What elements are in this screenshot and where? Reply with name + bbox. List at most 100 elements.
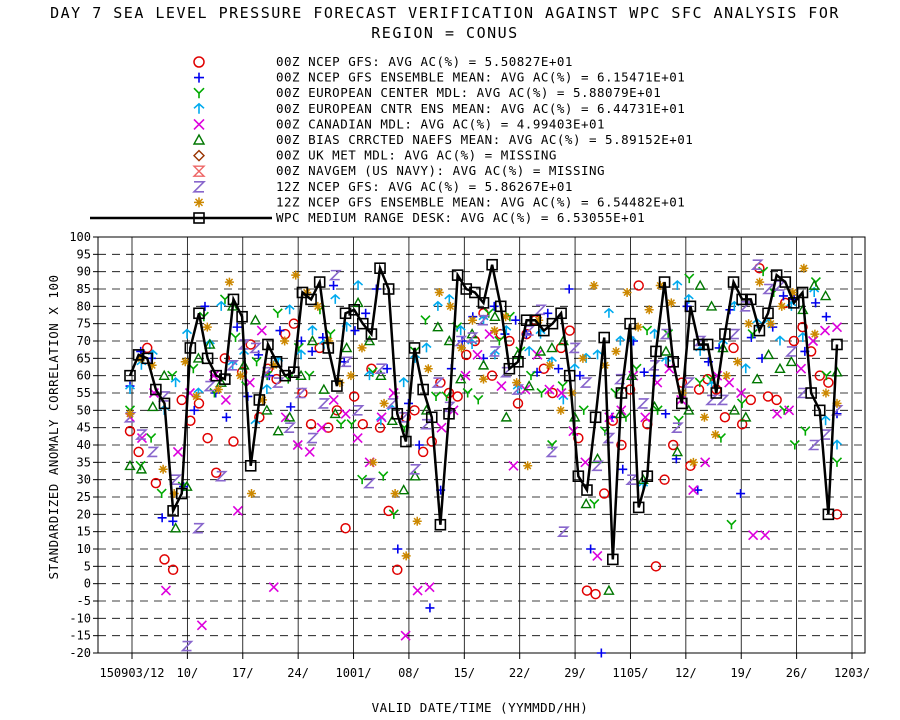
- data-point: [409, 470, 421, 481]
- legend-label: 00Z UK MET MDL: AVG AC(%) = MISSING: [276, 148, 557, 163]
- data-point: [125, 409, 135, 419]
- data-point: [374, 262, 386, 275]
- data-point: [351, 405, 365, 416]
- data-point: [813, 404, 826, 417]
- data-point: [141, 352, 154, 365]
- data-point: [755, 277, 765, 287]
- data-point: [170, 377, 181, 388]
- data-point: [683, 404, 695, 415]
- data-point: [477, 359, 490, 370]
- data-point: [564, 284, 574, 294]
- y-tick-label: 80: [77, 299, 91, 313]
- data-point: [390, 489, 400, 499]
- data-point: [423, 364, 433, 374]
- data-point: [727, 328, 741, 340]
- data-point: [796, 387, 810, 399]
- data-point: [323, 422, 334, 433]
- y-tick-label: 75: [77, 317, 91, 331]
- data-point: [462, 387, 473, 398]
- data-point: [613, 373, 627, 385]
- data-point: [169, 522, 182, 533]
- data-point: [375, 369, 387, 380]
- data-point: [754, 262, 765, 274]
- x-tick-label: 26/: [786, 666, 808, 680]
- data-point: [563, 369, 576, 382]
- data-point: [701, 338, 714, 351]
- data-point: [774, 335, 786, 346]
- data-point: [529, 314, 542, 327]
- data-point: [578, 405, 589, 415]
- data-point: [639, 367, 649, 377]
- data-point: [618, 464, 628, 474]
- data-point: [494, 335, 505, 346]
- data-point: [357, 343, 367, 353]
- data-point: [253, 394, 266, 406]
- data-point: [210, 467, 222, 478]
- data-point: [201, 352, 214, 365]
- y-tick-label: 60: [77, 369, 91, 383]
- data-point: [598, 488, 610, 499]
- data-point: [523, 461, 533, 471]
- data-point: [443, 335, 455, 346]
- data-point: [378, 471, 389, 481]
- data-point: [136, 433, 148, 444]
- data-point: [305, 418, 317, 430]
- data-point: [141, 342, 153, 354]
- data-point: [796, 286, 809, 299]
- data-point: [393, 544, 403, 554]
- y-tick-label: 25: [77, 490, 91, 504]
- data-point: [659, 474, 670, 485]
- data-point: [134, 429, 148, 440]
- data-point: [158, 397, 171, 410]
- data-point: [797, 321, 808, 333]
- legend-label: 00Z EUROPEAN CENTER MDL: AVG AC(%) = 5.8…: [276, 85, 661, 100]
- data-point: [329, 407, 341, 419]
- data-point: [262, 338, 274, 351]
- data-point: [512, 378, 522, 388]
- data-point: [382, 283, 395, 295]
- legend-label: 00Z NCEP GFS ENSEMBLE MEAN: AVG AC(%) = …: [276, 70, 685, 85]
- y-tick-label: 50: [77, 403, 91, 417]
- data-point: [736, 293, 748, 306]
- legend-marker: [194, 72, 204, 83]
- legend-marker: [193, 149, 205, 162]
- data-point: [456, 343, 466, 353]
- data-point: [230, 332, 241, 343]
- data-point: [750, 259, 764, 271]
- legend-label: 00Z CANADIAN MDL: AVG AC(%) = 4.99403E+0…: [276, 116, 605, 131]
- data-point: [823, 377, 834, 388]
- data-point: [294, 387, 308, 399]
- data-point: [522, 325, 536, 336]
- data-point: [736, 387, 747, 399]
- x-tick-label: 17/: [232, 666, 254, 680]
- data-point: [269, 360, 279, 370]
- y-tick-label: 55: [77, 386, 91, 400]
- data-point: [719, 412, 731, 423]
- data-point: [318, 383, 330, 394]
- y-tick-label: -5: [77, 594, 91, 608]
- data-point: [335, 378, 345, 388]
- data-point: [160, 585, 172, 596]
- data-point: [374, 422, 386, 433]
- chart-subtitle: REGION = CONUS: [371, 24, 518, 42]
- data-point: [196, 620, 207, 631]
- data-point: [379, 398, 389, 408]
- x-tick-label: 19/: [730, 666, 752, 680]
- x-tick-label: 15/: [453, 666, 475, 680]
- data-point: [650, 345, 662, 358]
- data-point: [819, 289, 832, 301]
- data-point: [568, 342, 582, 354]
- data-point: [313, 301, 323, 311]
- data-point: [368, 457, 378, 467]
- data-point: [167, 505, 179, 517]
- data-point: [784, 405, 795, 416]
- data-point: [193, 307, 205, 320]
- data-point: [774, 362, 786, 374]
- data-point: [147, 400, 159, 412]
- data-point: [244, 459, 257, 472]
- data-point: [335, 419, 347, 429]
- data-point: [473, 394, 484, 405]
- data-point: [356, 317, 369, 330]
- data-point: [283, 422, 297, 433]
- data-point: [762, 391, 774, 402]
